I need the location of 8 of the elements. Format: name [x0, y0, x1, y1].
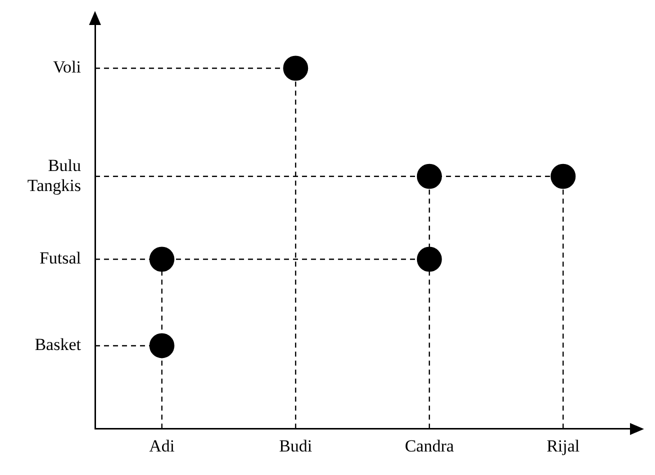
ref-line-label: Bulu Tangkis [27, 156, 82, 195]
x-tick-label: Adi [149, 436, 175, 456]
x-tick-label: Candra [404, 436, 454, 456]
ref-line-label: Basket [34, 335, 82, 354]
x-tick-label: Rijal [546, 436, 580, 456]
ref-line-label: Futsal [39, 248, 82, 268]
x-tick-label: Budi [279, 436, 312, 456]
ref-line-label: Voli [52, 58, 82, 77]
